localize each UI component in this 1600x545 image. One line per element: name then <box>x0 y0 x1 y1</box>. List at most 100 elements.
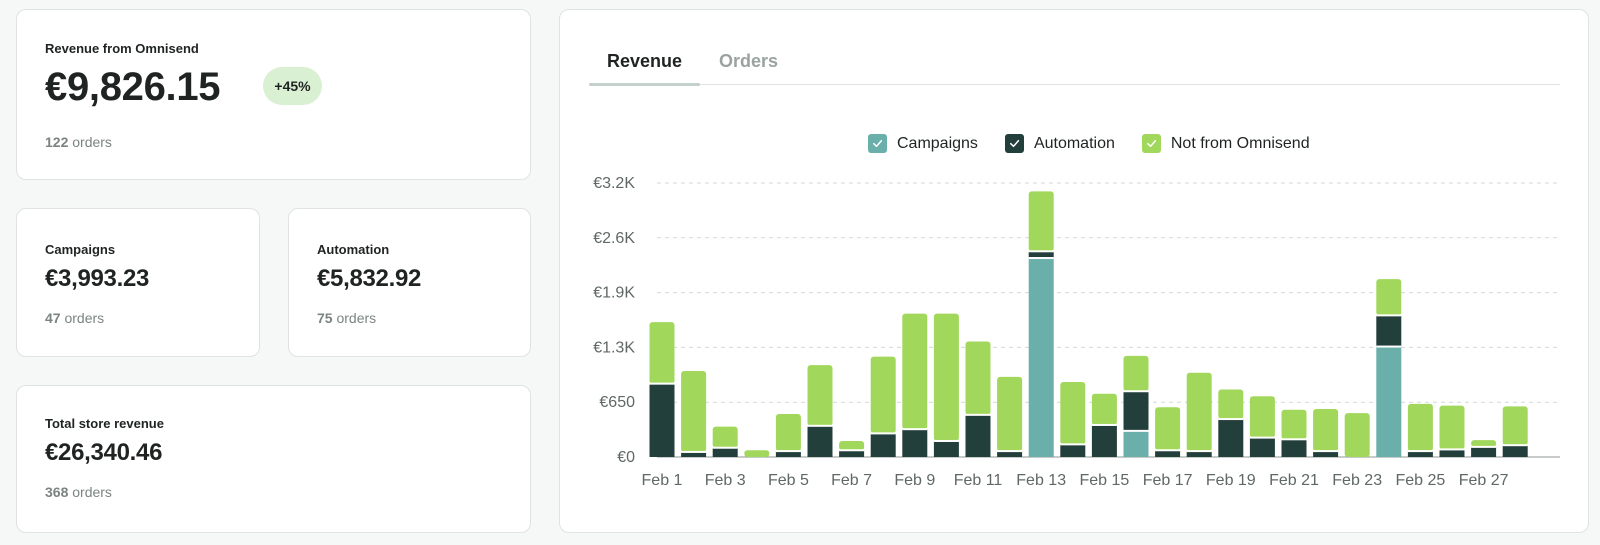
bar-segment-not-from-omnisend[interactable] <box>807 365 833 426</box>
bar-segment-not-from-omnisend[interactable] <box>744 450 770 457</box>
bar-segment-not-from-omnisend[interactable] <box>997 376 1023 452</box>
bar-segment-automation[interactable] <box>1249 437 1275 457</box>
bar-segment-not-from-omnisend[interactable] <box>1344 413 1370 457</box>
bar-segment-not-from-omnisend[interactable] <box>1249 396 1275 438</box>
total-card-title: Total store revenue <box>45 416 164 431</box>
bar-segment-not-from-omnisend[interactable] <box>1218 389 1244 420</box>
x-tick-label: Feb 9 <box>894 472 935 489</box>
bar-segment-automation[interactable] <box>775 451 801 457</box>
bar-segment-not-from-omnisend[interactable] <box>870 356 896 434</box>
bar-segment-not-from-omnisend[interactable] <box>1123 355 1149 392</box>
bar-segment-gap <box>1407 450 1433 453</box>
legend-item-not-from-omnisend[interactable]: Not from Omnisend <box>1141 134 1310 153</box>
bar-segment-automation[interactable] <box>649 383 675 457</box>
x-tick-label: Feb 25 <box>1395 472 1445 489</box>
x-tick-label: Feb 27 <box>1459 472 1509 489</box>
bar-segment-automation[interactable] <box>1376 315 1402 347</box>
orders-count: 75 <box>317 310 333 326</box>
bar-segment-not-from-omnisend[interactable] <box>933 313 959 441</box>
y-tick-label: €1.9K <box>593 285 635 302</box>
bar-segment-automation[interactable] <box>1060 444 1086 457</box>
bar-segment-automation[interactable] <box>712 447 738 457</box>
bar-segment-not-from-omnisend[interactable] <box>1407 403 1433 452</box>
bar-segment-automation[interactable] <box>965 414 991 457</box>
x-tick-label: Feb 15 <box>1079 472 1129 489</box>
bar-segment-automation[interactable] <box>1281 439 1307 457</box>
bar-segment-not-from-omnisend[interactable] <box>649 322 675 384</box>
bar-segment-automation[interactable] <box>1218 419 1244 457</box>
y-tick-label: €2.6K <box>593 230 635 247</box>
bar-segment-gap <box>649 382 675 385</box>
bar-segment-gap <box>1091 423 1117 426</box>
checkbox-icon[interactable] <box>868 134 887 153</box>
bar-segment-automation[interactable] <box>1407 451 1433 457</box>
x-tick-label: Feb 17 <box>1143 472 1193 489</box>
bar-segment-not-from-omnisend[interactable] <box>839 440 865 451</box>
bar-segment-automation[interactable] <box>839 450 865 457</box>
revenue-card-title: Revenue from Omnisend <box>45 41 199 56</box>
bar-segment-not-from-omnisend[interactable] <box>712 426 738 448</box>
campaigns-card-title: Campaigns <box>45 242 116 257</box>
bar-segment-automation[interactable] <box>807 425 833 457</box>
bar-segment-automation[interactable] <box>997 451 1023 457</box>
tab-orders[interactable]: Orders <box>719 51 779 71</box>
bar-segment-gap <box>1028 257 1054 260</box>
bar-segment-not-from-omnisend[interactable] <box>1091 393 1117 425</box>
bar-segment-automation[interactable] <box>1439 449 1465 457</box>
bar-segment-automation[interactable] <box>1502 445 1528 457</box>
bar-segment-gap <box>1281 438 1307 441</box>
bar-segment-not-from-omnisend[interactable] <box>902 313 928 430</box>
bar-segment-automation[interactable] <box>681 451 707 457</box>
orders-label: orders <box>336 310 377 326</box>
bar-segment-not-from-omnisend[interactable] <box>1439 405 1465 450</box>
bar-segment-gap <box>1028 250 1054 253</box>
bar-segment-gap <box>712 446 738 449</box>
bar-segment-not-from-omnisend[interactable] <box>681 371 707 452</box>
legend-item-automation[interactable]: Automation <box>1004 134 1115 153</box>
x-tick-label: Feb 1 <box>642 472 683 489</box>
bar-segment-gap <box>1060 443 1086 446</box>
bar-segment-automation[interactable] <box>902 429 928 457</box>
tabs-divider <box>589 84 1560 85</box>
checkbox-icon[interactable] <box>1141 134 1161 153</box>
bar-segment-automation[interactable] <box>1028 251 1054 259</box>
bar-segment-not-from-omnisend[interactable] <box>1471 440 1497 447</box>
bar-segment-campaigns[interactable] <box>1028 258 1054 457</box>
bar-segment-gap <box>933 439 959 442</box>
bar-segment-not-from-omnisend[interactable] <box>1313 408 1339 452</box>
bar-segment-automation[interactable] <box>1123 391 1149 431</box>
x-tick-label: Feb 7 <box>831 472 872 489</box>
bar-segment-not-from-omnisend[interactable] <box>1060 381 1086 445</box>
bar-segment-gap <box>775 450 801 453</box>
orders-label: orders <box>72 134 112 150</box>
legend-item-campaigns[interactable]: Campaigns <box>868 134 978 153</box>
bar-segment-gap <box>902 428 928 431</box>
bar-segment-not-from-omnisend[interactable] <box>965 341 991 415</box>
bar-segment-automation[interactable] <box>870 433 896 457</box>
bar-segment-automation[interactable] <box>1155 450 1181 457</box>
bar-segment-not-from-omnisend[interactable] <box>1502 406 1528 446</box>
revenue-card-value: €9,826.15 <box>45 65 221 109</box>
bar-segment-not-from-omnisend[interactable] <box>1155 407 1181 451</box>
bar-segment-automation[interactable] <box>1313 451 1339 457</box>
x-tick-label: Feb 13 <box>1016 472 1066 489</box>
bar-segment-not-from-omnisend[interactable] <box>1028 191 1054 252</box>
bar-segment-automation[interactable] <box>1186 451 1212 457</box>
bar-segment-campaigns[interactable] <box>1123 430 1149 457</box>
bar-segment-not-from-omnisend[interactable] <box>775 414 801 452</box>
bar-segment-not-from-omnisend[interactable] <box>1281 409 1307 440</box>
bar-segment-automation[interactable] <box>1471 446 1497 457</box>
bar-segment-automation[interactable] <box>933 440 959 457</box>
automation-card: Automation €5,832.92 75 orders <box>288 208 531 357</box>
checkbox-icon[interactable] <box>1004 134 1024 153</box>
bar-segment-campaigns[interactable] <box>1376 346 1402 457</box>
bar-segment-not-from-omnisend[interactable] <box>1186 372 1212 452</box>
x-tick-label: Feb 19 <box>1206 472 1256 489</box>
bar-segment-gap <box>839 449 865 452</box>
bar-segment-gap <box>1123 429 1149 432</box>
tab-revenue[interactable]: Revenue <box>607 51 683 71</box>
bar-segment-gap <box>1313 450 1339 453</box>
bar-segment-not-from-omnisend[interactable] <box>1376 279 1402 316</box>
bar-segment-automation[interactable] <box>1091 424 1117 457</box>
revenue-card-orders: 122 orders <box>45 134 112 150</box>
